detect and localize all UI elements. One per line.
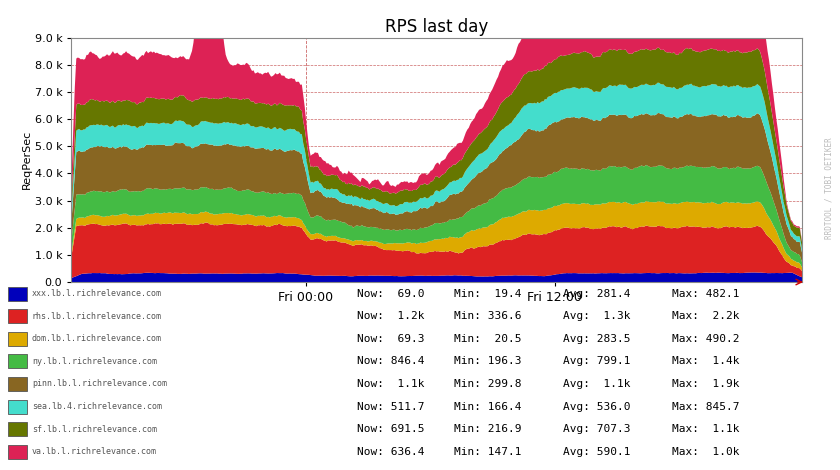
- Text: pinn.lb.l.richrelevance.com: pinn.lb.l.richrelevance.com: [32, 379, 167, 389]
- Text: sea.lb.4.richrelevance.com: sea.lb.4.richrelevance.com: [32, 402, 162, 411]
- Text: Avg: 281.4: Avg: 281.4: [563, 289, 630, 299]
- Text: Max: 482.1: Max: 482.1: [672, 289, 739, 299]
- Text: ny.lb.l.richrelevance.com: ny.lb.l.richrelevance.com: [32, 357, 157, 366]
- Text: Avg: 283.5: Avg: 283.5: [563, 334, 630, 344]
- Text: Min: 147.1: Min: 147.1: [454, 446, 521, 457]
- Text: Max:  1.1k: Max: 1.1k: [672, 424, 739, 434]
- Text: Now:  1.1k: Now: 1.1k: [357, 379, 424, 389]
- Text: Now: 846.4: Now: 846.4: [357, 356, 424, 367]
- Text: Max:  1.9k: Max: 1.9k: [672, 379, 739, 389]
- Text: Min: 216.9: Min: 216.9: [454, 424, 521, 434]
- Text: Now:  69.3: Now: 69.3: [357, 334, 424, 344]
- Text: Max: 490.2: Max: 490.2: [672, 334, 739, 344]
- Text: Avg:  1.3k: Avg: 1.3k: [563, 311, 630, 321]
- Text: RRDTOOL / TOBI OETIKER: RRDTOOL / TOBI OETIKER: [824, 137, 833, 239]
- Text: Min: 166.4: Min: 166.4: [454, 401, 521, 412]
- Text: Max:  1.0k: Max: 1.0k: [672, 446, 739, 457]
- Text: va.lb.l.richrelevance.com: va.lb.l.richrelevance.com: [32, 447, 157, 456]
- Text: Now:  69.0: Now: 69.0: [357, 289, 424, 299]
- Text: Now:  1.2k: Now: 1.2k: [357, 311, 424, 321]
- Text: Avg: 799.1: Avg: 799.1: [563, 356, 630, 367]
- Text: xxx.lb.l.richrelevance.com: xxx.lb.l.richrelevance.com: [32, 289, 162, 298]
- Y-axis label: ReqPerSec: ReqPerSec: [22, 130, 32, 189]
- Text: sf.lb.l.richrelevance.com: sf.lb.l.richrelevance.com: [32, 424, 157, 434]
- Text: Avg: 707.3: Avg: 707.3: [563, 424, 630, 434]
- Text: Max: 845.7: Max: 845.7: [672, 401, 739, 412]
- Text: rhs.lb.l.richrelevance.com: rhs.lb.l.richrelevance.com: [32, 312, 162, 321]
- Text: Min: 336.6: Min: 336.6: [454, 311, 521, 321]
- Text: Min:  20.5: Min: 20.5: [454, 334, 521, 344]
- Text: Min:  19.4: Min: 19.4: [454, 289, 521, 299]
- Text: Now: 691.5: Now: 691.5: [357, 424, 424, 434]
- Text: Now: 511.7: Now: 511.7: [357, 401, 424, 412]
- Text: Avg:  1.1k: Avg: 1.1k: [563, 379, 630, 389]
- Text: Min: 299.8: Min: 299.8: [454, 379, 521, 389]
- Text: Avg: 590.1: Avg: 590.1: [563, 446, 630, 457]
- Text: Max:  2.2k: Max: 2.2k: [672, 311, 739, 321]
- Text: Avg: 536.0: Avg: 536.0: [563, 401, 630, 412]
- Text: dom.lb.l.richrelevance.com: dom.lb.l.richrelevance.com: [32, 334, 162, 344]
- Text: Now: 636.4: Now: 636.4: [357, 446, 424, 457]
- Text: Min: 196.3: Min: 196.3: [454, 356, 521, 367]
- Title: RPS last day: RPS last day: [386, 18, 488, 36]
- Text: Max:  1.4k: Max: 1.4k: [672, 356, 739, 367]
